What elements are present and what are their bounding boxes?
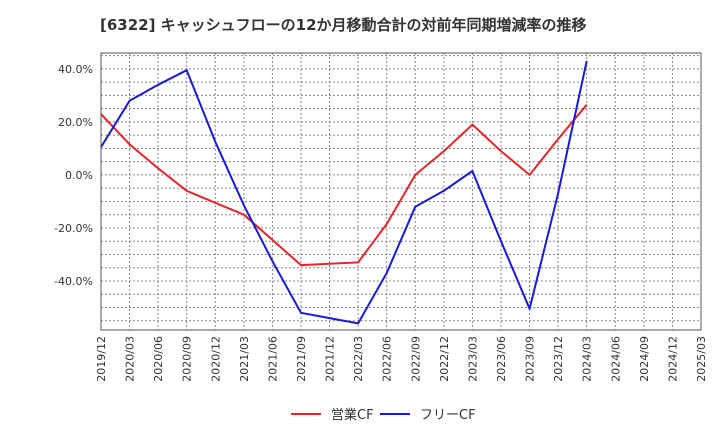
x-tick-label: 2024/03 <box>581 336 594 382</box>
legend-label: フリーCF <box>420 408 476 423</box>
x-tick-label: 2020/09 <box>181 336 194 382</box>
y-tick-label: 20.0% <box>58 116 93 129</box>
y-tick-label: -40.0% <box>54 275 93 288</box>
series-line-free-cf <box>101 60 588 325</box>
x-tick-label: 2024/12 <box>666 336 679 382</box>
x-tick-label: 2023/09 <box>524 336 537 382</box>
plot-area <box>101 53 701 330</box>
x-tick-label: 2023/03 <box>466 336 479 382</box>
x-tick-label: 2022/09 <box>409 336 422 382</box>
chart-title: [6322] キャッシュフローの12か月移動合計の対前年同期増減率の推移 <box>100 16 587 34</box>
plot-border <box>100 52 702 331</box>
x-tick-label: 2023/06 <box>495 336 508 382</box>
x-tick-label: 2020/12 <box>209 336 222 382</box>
x-tick-label: 2021/09 <box>295 336 308 382</box>
x-tick-label: 2019/12 <box>95 336 108 382</box>
y-tick-label: 0.0% <box>65 169 93 182</box>
x-tick-label: 2021/12 <box>324 336 337 382</box>
x-tick-label: 2025/03 <box>695 336 708 382</box>
x-tick-label: 2021/06 <box>266 336 279 382</box>
x-tick-label: 2021/03 <box>238 336 251 382</box>
x-tick-label: 2023/12 <box>552 336 565 382</box>
series-line-operating-cf <box>101 104 588 267</box>
x-tick-label: 2020/06 <box>152 336 165 382</box>
x-tick-label: 2024/09 <box>638 336 651 382</box>
x-tick-label: 2024/06 <box>609 336 622 382</box>
y-tick-label: 40.0% <box>58 63 93 76</box>
x-tick-label: 2020/03 <box>124 336 137 382</box>
x-tick-label: 2022/12 <box>438 336 451 382</box>
y-tick-label: -20.0% <box>54 222 93 235</box>
legend-label: 営業CF <box>331 407 374 423</box>
x-tick-label: 2022/03 <box>352 336 365 382</box>
x-tick-label: 2022/06 <box>381 336 394 382</box>
